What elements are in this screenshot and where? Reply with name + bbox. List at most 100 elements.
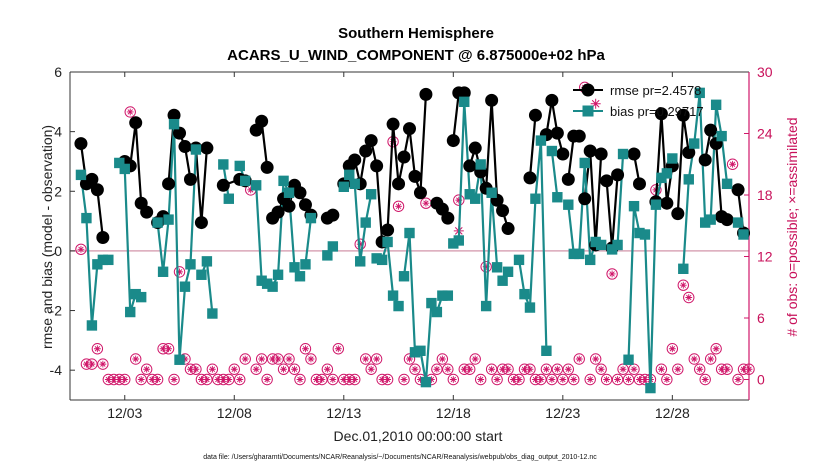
rmse-point — [370, 159, 384, 173]
obs-possible-asterisk — [570, 376, 578, 383]
bias-point — [486, 187, 497, 198]
rmse-line — [583, 150, 603, 246]
bias-point — [294, 271, 306, 282]
bias-point — [420, 376, 432, 388]
obs-possible-asterisk — [99, 360, 107, 368]
rmse-point — [457, 86, 471, 100]
obs-possible-asterisk — [230, 365, 238, 373]
y2-tick-label: 18 — [757, 187, 773, 203]
rmse-point — [523, 171, 537, 185]
y-tick-label: -2 — [50, 303, 63, 319]
obs-possible-asterisk — [663, 376, 671, 383]
bias-point — [683, 174, 694, 185]
obs-possible-asterisk — [93, 345, 101, 353]
rmse-point — [183, 172, 197, 186]
obs-possible-asterisk — [504, 365, 512, 373]
obs-possible-marker — [283, 353, 295, 365]
obs-possible-marker — [573, 353, 585, 365]
rmse-point — [403, 122, 416, 136]
rmse-point — [578, 192, 592, 206]
rmse-point — [485, 93, 499, 107]
obs-possible-asterisk — [176, 268, 183, 276]
rmse-point — [419, 87, 433, 101]
obs-possible-asterisk — [296, 376, 304, 383]
obs-possible-marker — [365, 363, 377, 375]
obs-possible-circle — [365, 363, 377, 375]
bias-point — [667, 153, 678, 164]
obs-possible-asterisk — [477, 376, 485, 383]
obs-possible-asterisk — [225, 376, 233, 383]
obs-possible-asterisk — [603, 376, 611, 383]
obs-possible-asterisk — [690, 355, 698, 363]
obs-possible-circle — [168, 373, 180, 386]
obs-possible-asterisk — [247, 186, 255, 194]
obs-possible-circle — [568, 373, 580, 386]
obs-possible-asterisk — [302, 345, 309, 353]
obs-possible-marker — [398, 373, 410, 386]
y2-tick-label: 30 — [757, 64, 773, 80]
bias-point — [513, 254, 525, 266]
bias-point — [125, 306, 136, 318]
obs-possible-asterisk — [575, 355, 583, 363]
bias-point — [119, 163, 130, 175]
rmse-point — [600, 174, 614, 188]
obs-possible-asterisk — [542, 365, 550, 373]
obs-possible-marker — [86, 358, 98, 370]
obs-possible-marker — [381, 373, 394, 386]
rmse-point — [326, 208, 340, 222]
obs-possible-circle — [332, 343, 345, 355]
obs-possible-asterisk — [685, 294, 693, 301]
rmse-point — [496, 204, 510, 218]
bias-point — [387, 290, 399, 301]
rmse-point — [167, 108, 181, 122]
obs-possible-marker — [661, 373, 673, 386]
rmse-point — [468, 141, 482, 155]
bias-point — [699, 217, 711, 228]
obs-possible-asterisk — [493, 376, 501, 383]
obs-possible-asterisk — [400, 376, 408, 383]
bias-point — [114, 157, 125, 169]
obs-possible-asterisk — [548, 376, 556, 383]
obs-possible-circle — [130, 353, 142, 365]
bias-point — [174, 354, 185, 365]
obs-possible-circle — [743, 363, 755, 375]
obs-possible-circle — [557, 373, 569, 386]
rmse-line — [528, 115, 537, 178]
rmse-point — [463, 159, 477, 173]
rmse-point — [162, 177, 176, 191]
obs-possible-circle — [398, 373, 410, 386]
rmse-point — [359, 144, 373, 158]
bias-point — [179, 281, 191, 292]
obs-possible-asterisk — [723, 365, 731, 373]
bias-point — [661, 168, 673, 179]
bias-point — [606, 244, 618, 255]
obs-possible-marker — [743, 363, 755, 375]
obs-possible-asterisk — [329, 376, 337, 383]
obs-possible-marker — [332, 343, 345, 355]
bias-point — [168, 118, 180, 130]
bias-point — [595, 239, 607, 251]
bias-point — [459, 96, 470, 108]
bias-point — [152, 217, 163, 228]
obs-possible-asterisk — [614, 376, 621, 383]
obs-possible-asterisk — [630, 365, 638, 373]
obs-possible-circle — [442, 363, 454, 375]
obs-possible-marker — [453, 194, 465, 206]
x-tick-label: 12/13 — [326, 405, 361, 421]
obs-possible-circle — [288, 363, 301, 375]
legend: rmse pr=2.4578 bias pr=0.29717 — [573, 83, 704, 119]
bias-point — [250, 180, 262, 191]
obs-possible-circle — [272, 353, 284, 365]
y2-tick-label: 24 — [757, 126, 773, 142]
obs-possible-marker — [409, 363, 421, 375]
legend-bias-marker — [582, 105, 594, 117]
obs-possible-circle — [464, 363, 476, 375]
obs-possible-circle — [234, 373, 246, 386]
bias-point — [656, 172, 667, 184]
obs-possible-circle — [277, 363, 290, 375]
bias-point — [185, 259, 196, 270]
bias-point — [710, 99, 722, 110]
bias-point — [530, 193, 541, 204]
obs-possible-marker — [474, 373, 487, 386]
obs-possible-marker — [206, 363, 219, 375]
